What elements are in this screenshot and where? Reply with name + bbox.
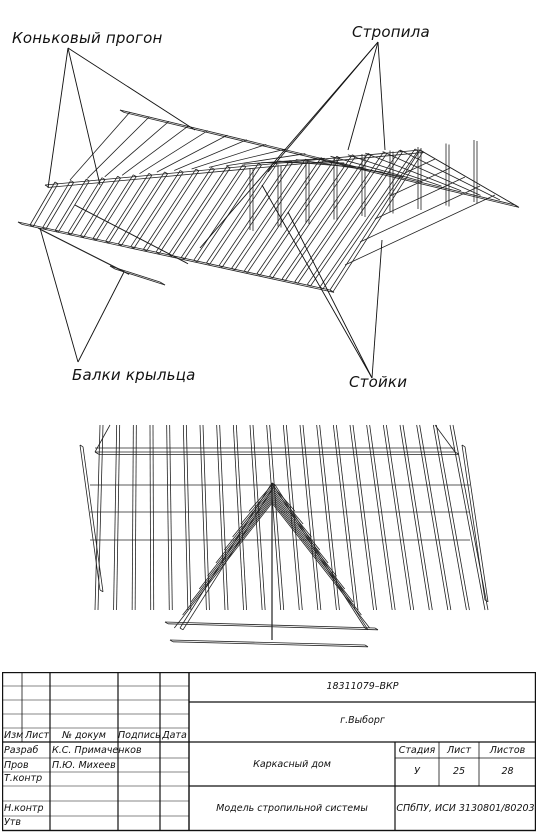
header-change: Изм [4,730,24,741]
role-tech-control: Т.контр [4,773,43,784]
sheets-label: Листов [489,745,526,756]
role-approved: Утв [4,817,21,828]
roof-frame-perspective-bottom [79,424,489,648]
project-title: Каркасный дом [253,759,331,770]
role-checked: Пров [4,760,29,771]
header-signature: Подпись [118,730,160,741]
roof-frame-axonometric-top [17,109,520,293]
header-date: Дата [162,730,187,741]
name-checked: П.Ю. Михеев [52,760,116,771]
location: г.Выборг [340,715,385,726]
header-sheet: Лист [25,730,50,741]
stage-value: У [414,766,420,777]
sheet-title: Модель стропильной системы [216,803,368,814]
role-developed: Разраб [4,745,39,756]
callout-ridge-purlin: Коньковый прогон [12,29,163,47]
roof-framing-drawings [17,41,520,648]
stage-label: Стадия [398,745,436,756]
drawing-area: Коньковый прогон Стропила Балки крыльца … [12,23,520,648]
callout-porch-beams: Балки крыльца [72,366,196,384]
title-block: 18311079–ВКР г.Выборг Изм Лист № докум П… [2,672,536,832]
name-developed: К.С. Примаченков [52,745,142,756]
header-doc-no: № докум [62,730,106,741]
leader-lines [39,41,386,379]
sheet-label: Лист [446,745,472,756]
callout-posts: Стойки [349,373,408,391]
doc-code: 18311079–ВКР [326,681,399,692]
sheet-value: 25 [452,766,466,777]
role-norm-control: Н.контр [4,803,44,814]
callout-rafters: Стропила [352,23,430,41]
organization: СПбПУ, ИСИ 3130801/80203 [396,803,535,814]
sheets-value: 28 [501,766,514,777]
